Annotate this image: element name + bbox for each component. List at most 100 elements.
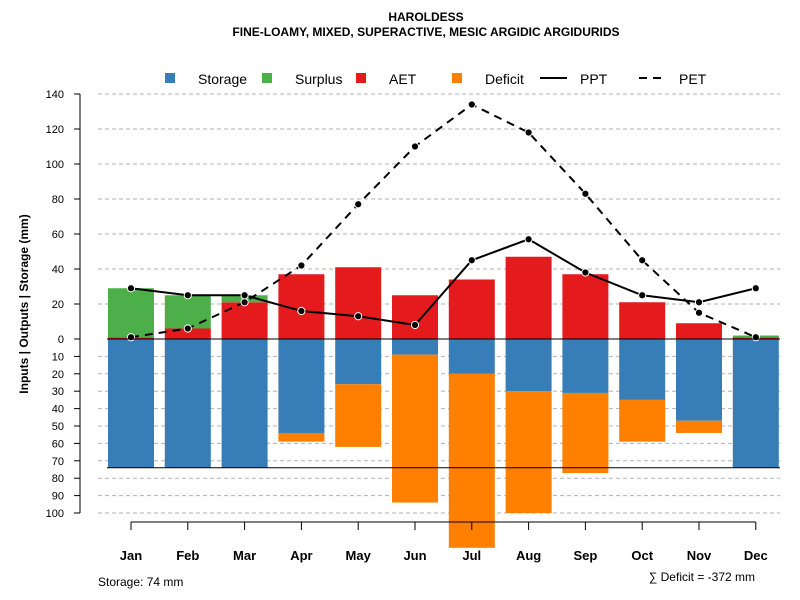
ppt-point — [183, 291, 192, 300]
storage-bar — [505, 339, 552, 392]
aet-bar — [392, 295, 438, 339]
y-axis-label: Inputs | Outputs | Storage (mm) — [17, 214, 31, 393]
y-tick-label: 80 — [52, 194, 64, 206]
chart-title: HAROLDESS — [388, 10, 463, 24]
y-tick-label: 20 — [52, 369, 64, 381]
legend-label: PPT — [580, 71, 608, 87]
x-tick-label: May — [346, 548, 372, 563]
gridlines — [98, 93, 780, 514]
legend-storage-swatch — [165, 73, 175, 83]
x-tick-label: Mar — [233, 548, 256, 563]
y-tick-label: 30 — [52, 386, 64, 398]
storage-bar — [619, 339, 666, 400]
pet-point — [354, 200, 363, 209]
legend-surplus-swatch — [262, 73, 272, 83]
storage-bar — [278, 339, 325, 433]
ppt-point — [240, 291, 249, 300]
ppt-line — [130, 238, 757, 327]
storage-bar — [448, 339, 495, 374]
storage-bar — [562, 339, 609, 393]
bars — [108, 256, 779, 548]
storage-bar — [108, 339, 154, 468]
deficit-bar — [278, 432, 325, 442]
storage-note: Storage: 74 mm — [98, 575, 183, 589]
x-tick-label: Nov — [687, 548, 712, 563]
pet-point — [297, 261, 306, 270]
ppt-point — [410, 320, 420, 330]
pet-point — [638, 256, 647, 265]
axes: 0 20 40 60 80 100 120 140 10 20 30 40 50 60 70 80 90 100 J… — [46, 89, 780, 563]
pet-point — [126, 333, 136, 342]
y-tick-label: 20 — [52, 299, 64, 311]
legend-label: Storage — [198, 71, 247, 87]
x-tick-label: Jun — [403, 548, 426, 563]
x-tick-label: Sep — [573, 548, 597, 563]
deficit-bar — [448, 373, 495, 548]
storage-bar — [221, 339, 268, 468]
y-tick-label: 40 — [52, 404, 64, 416]
ppt-point — [467, 256, 476, 265]
ppt-point — [354, 312, 363, 321]
legend-aet-swatch — [356, 73, 366, 83]
ppt-point — [638, 291, 647, 300]
deficit-note: ∑ Deficit = -372 mm — [649, 570, 755, 584]
deficit-bar — [676, 420, 722, 433]
y-tick-label: 70 — [52, 456, 64, 468]
pet-point — [240, 298, 249, 307]
y-tick-label: 90 — [52, 491, 64, 503]
x-tick-label: Jul — [462, 548, 481, 563]
y-tick-label: 80 — [52, 473, 64, 485]
storage-bar — [392, 339, 438, 355]
x-tick-label: Jan — [120, 548, 142, 563]
legend: Storage Surplus AET Deficit PPT PET — [165, 71, 707, 87]
x-tick-label: Feb — [176, 548, 199, 563]
storage-bar — [676, 339, 722, 421]
y-tick-label: 60 — [52, 438, 64, 450]
x-tick-label: Aug — [516, 548, 541, 563]
pet-point — [581, 189, 590, 198]
aet-bar — [335, 267, 382, 339]
legend-label: AET — [389, 71, 417, 87]
legend-label: PET — [679, 71, 707, 87]
aet-bar — [676, 323, 722, 339]
pet-point — [751, 333, 760, 342]
surplus-bar — [108, 288, 154, 338]
aet-bar — [448, 279, 495, 339]
y-tick-label: 120 — [46, 124, 64, 136]
deficit-bar — [619, 399, 666, 442]
y-tick-label: 140 — [46, 89, 64, 101]
deficit-bar — [392, 354, 438, 503]
x-tick-label: Dec — [744, 548, 768, 563]
legend-deficit-swatch — [452, 73, 462, 83]
aet-bar — [221, 302, 268, 339]
pet-point — [410, 142, 420, 151]
y-tick-label: 40 — [52, 264, 64, 276]
y-tick-label: 60 — [52, 229, 64, 241]
pet-point — [183, 324, 192, 333]
x-tick-label: Oct — [631, 548, 653, 563]
series-lines — [126, 100, 760, 342]
surplus-bar — [164, 295, 211, 329]
ppt-point — [751, 284, 760, 293]
storage-bar — [164, 339, 211, 468]
storage-bar — [732, 339, 779, 468]
pet-point — [694, 308, 704, 317]
y-tick-label: 50 — [52, 421, 64, 433]
x-tick-label: Apr — [290, 548, 312, 563]
ppt-point — [524, 235, 533, 244]
deficit-bar — [335, 384, 382, 447]
pet-point — [524, 128, 533, 137]
chart-subtitle: FINE-LOAMY, MIXED, SUPERACTIVE, MESIC AR… — [232, 25, 619, 39]
deficit-bar — [505, 391, 552, 513]
y-tick-label: 100 — [46, 508, 64, 520]
y-tick-label: 0 — [58, 334, 64, 346]
aet-bar — [164, 328, 211, 339]
y-tick-label: 100 — [46, 159, 64, 171]
legend-label: Deficit — [485, 71, 524, 87]
aet-bar — [505, 256, 552, 339]
storage-bar — [335, 339, 382, 385]
legend-label: Surplus — [295, 71, 342, 87]
ppt-point — [581, 268, 590, 277]
pet-point — [467, 100, 476, 109]
